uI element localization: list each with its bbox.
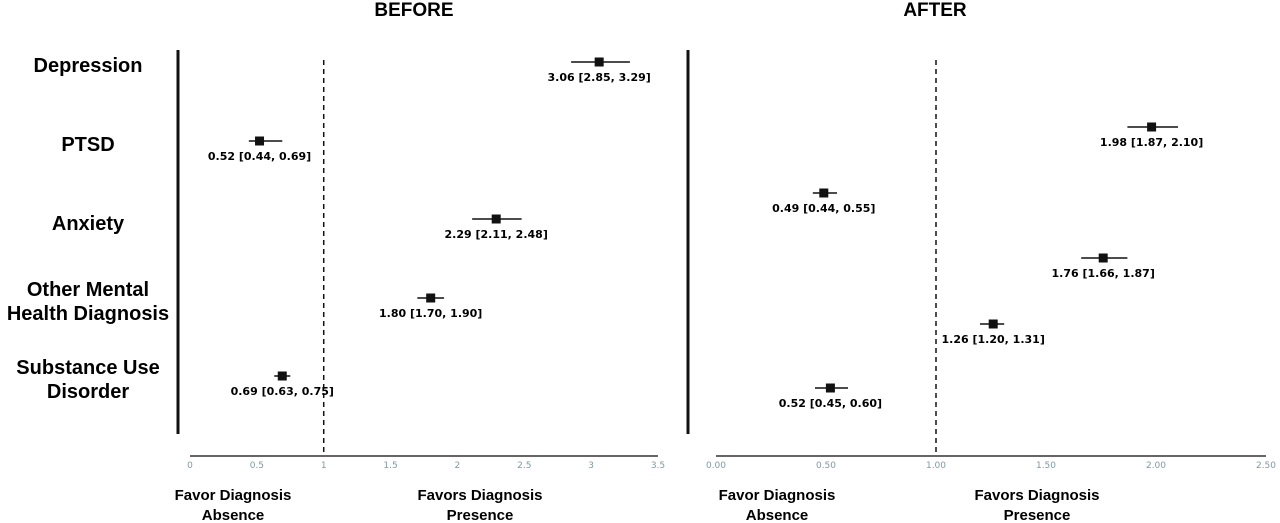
favor-absence-label: Favor Diagnosis	[175, 487, 292, 504]
category-label: Anxiety	[52, 213, 125, 235]
panel-title: BEFORE	[374, 0, 453, 21]
panel-title: AFTER	[903, 0, 967, 21]
point-estimate	[1098, 253, 1108, 263]
category-label: Disorder	[47, 381, 129, 403]
x-tick-label: 0.5	[250, 461, 264, 471]
point-estimate	[426, 293, 436, 303]
category-label: Other Mental	[27, 279, 149, 301]
favor-absence-label: Absence	[202, 507, 265, 523]
x-tick-label: 1	[321, 461, 327, 471]
favor-presence-label: Presence	[447, 507, 514, 523]
favor-presence-label: Favors Diagnosis	[974, 487, 1099, 504]
data-label: 0.49 [0.44, 0.55]	[772, 202, 875, 215]
x-tick-label: 0.50	[816, 461, 836, 471]
favor-presence-label: Favors Diagnosis	[417, 487, 542, 504]
data-label: 2.29 [2.11, 2.48]	[445, 228, 548, 241]
category-label: Depression	[34, 55, 143, 77]
point-estimate	[819, 188, 829, 198]
x-tick-label: 2	[455, 461, 461, 471]
data-label: 1.98 [1.87, 2.10]	[1100, 136, 1203, 149]
point-estimate	[825, 383, 835, 393]
point-estimate	[255, 136, 265, 146]
point-estimate	[988, 319, 998, 329]
data-label: 1.80 [1.70, 1.90]	[379, 307, 482, 320]
data-label: 0.69 [0.63, 0.75]	[231, 385, 334, 398]
data-label: 1.26 [1.20, 1.31]	[942, 333, 1045, 346]
category-label: Substance Use	[16, 357, 159, 379]
category-label: PTSD	[61, 134, 114, 156]
x-tick-label: 0.00	[706, 461, 726, 471]
favor-presence-label: Presence	[1004, 507, 1071, 523]
x-tick-label: 1.5	[383, 461, 397, 471]
favor-absence-label: Absence	[746, 507, 809, 523]
x-tick-label: 1.50	[1036, 461, 1056, 471]
x-tick-label: 0	[187, 461, 193, 471]
data-label: 0.52 [0.44, 0.69]	[208, 150, 311, 163]
x-tick-label: 2.00	[1146, 461, 1166, 471]
x-tick-label: 3.5	[651, 461, 665, 471]
favor-absence-label: Favor Diagnosis	[719, 487, 836, 504]
point-estimate	[491, 214, 501, 224]
data-label: 3.06 [2.85, 3.29]	[548, 71, 651, 84]
data-label: 1.76 [1.66, 1.87]	[1052, 267, 1155, 280]
data-label: 0.52 [0.45, 0.60]	[779, 397, 882, 410]
point-estimate	[1147, 122, 1157, 132]
point-estimate	[594, 57, 604, 67]
category-label: Health Diagnosis	[7, 303, 169, 325]
x-tick-label: 1.00	[926, 461, 946, 471]
x-tick-label: 2.5	[517, 461, 531, 471]
x-tick-label: 3	[588, 461, 594, 471]
point-estimate	[277, 371, 287, 381]
x-tick-label: 2.50	[1256, 461, 1276, 471]
